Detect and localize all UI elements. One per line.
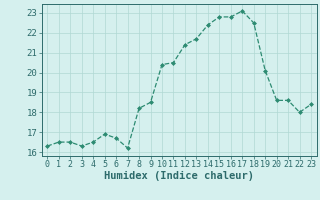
X-axis label: Humidex (Indice chaleur): Humidex (Indice chaleur) [104,171,254,181]
